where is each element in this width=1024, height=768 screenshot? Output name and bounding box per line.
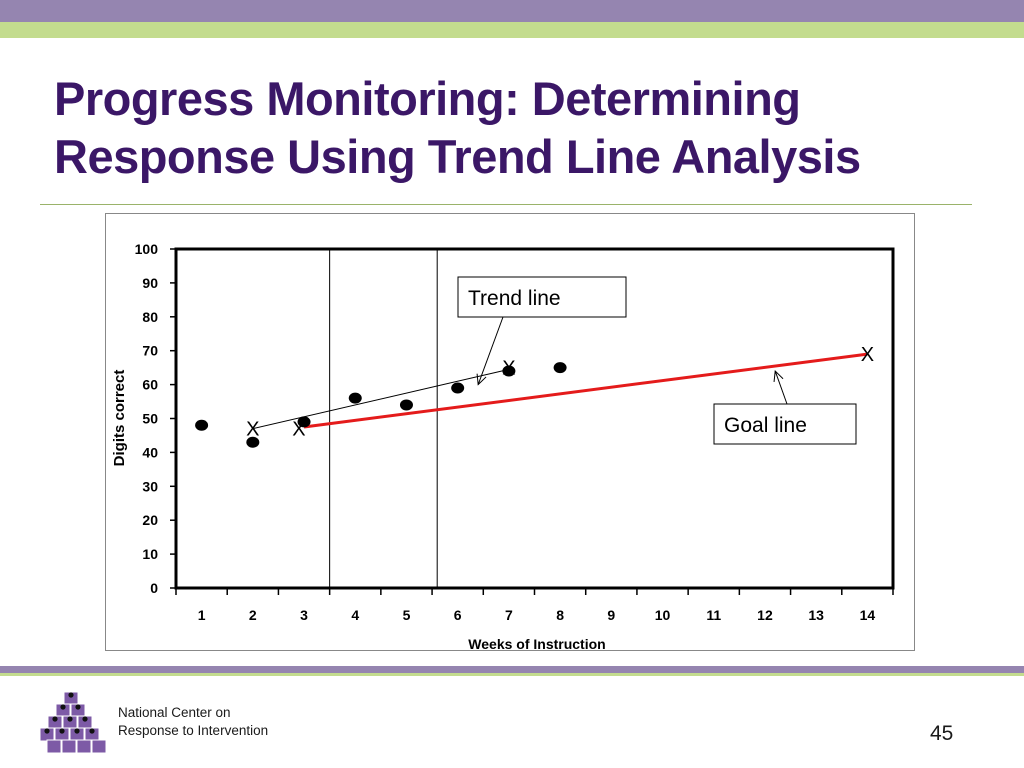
annotation-box [713, 403, 857, 445]
annotation-arrow [774, 370, 788, 405]
y-tick-label: 40 [142, 444, 158, 460]
x-tick-label: 2 [249, 607, 257, 623]
x-tick-label: 1 [198, 607, 206, 623]
y-tick-label: 0 [150, 580, 158, 596]
trend-line [252, 368, 510, 430]
slide-title: Progress Monitoring: Determining Respons… [54, 72, 861, 183]
goal-line [303, 352, 868, 429]
y-tick-label: 10 [142, 546, 158, 562]
x-tick-label: 5 [403, 607, 411, 623]
x-tick-label: 4 [351, 607, 359, 623]
annotation-box [457, 276, 627, 318]
annotation-callout: Goal line [713, 369, 857, 445]
annotation-callout: Trend line [457, 276, 627, 386]
annotation-arrowhead [773, 369, 784, 383]
data-point [297, 416, 311, 428]
x-tick-label: 14 [860, 607, 876, 623]
page-number: 45 [930, 722, 954, 745]
x-marker: X [861, 344, 874, 366]
top-accent-stripe [0, 22, 1024, 38]
y-tick-label: 70 [142, 343, 158, 359]
data-point [348, 392, 362, 404]
bottom-accent-bar [0, 666, 1024, 673]
org-line-1: National Center on [118, 705, 231, 720]
x-axis-label: Weeks of Instruction [468, 636, 605, 650]
org-line-2: Response to Intervention [118, 723, 269, 738]
x-tick-label: 6 [454, 607, 462, 623]
x-tick-label: 11 [706, 607, 721, 623]
x-tick-label: 10 [655, 607, 671, 623]
x-tick-label: 12 [757, 607, 773, 623]
x-tick-label: 8 [556, 607, 564, 623]
annotation-label: Trend line [468, 287, 561, 310]
y-tick-label: 100 [135, 241, 159, 257]
y-tick-label: 30 [142, 478, 158, 494]
x-tick-label: 7 [505, 607, 513, 623]
x-marker: X [502, 358, 515, 380]
data-point [399, 399, 413, 411]
y-tick-label: 60 [142, 377, 158, 393]
y-tick-label: 80 [142, 309, 158, 325]
x-tick-label: 13 [808, 607, 824, 623]
top-accent-bar [0, 0, 1024, 22]
data-point [451, 382, 465, 394]
annotation-label: Goal line [724, 414, 807, 437]
y-tick-label: 20 [142, 512, 158, 528]
title-divider [40, 204, 972, 205]
y-tick-label: 90 [142, 275, 158, 291]
x-marker: X [246, 419, 259, 441]
bottom-accent-stripe [0, 673, 1024, 676]
x-tick-label: 3 [300, 607, 308, 623]
organization-name: National Center on Response to Intervent… [118, 704, 268, 740]
annotation-arrow [477, 316, 504, 385]
data-point [195, 419, 209, 431]
data-point [246, 436, 260, 448]
nccrti-logo-icon [39, 691, 107, 754]
y-axis-label: Digits correct [111, 370, 128, 467]
data-point [502, 365, 516, 377]
x-tick-label: 9 [607, 607, 615, 623]
y-tick-label: 50 [142, 411, 158, 427]
annotation-arrowhead [476, 373, 487, 386]
x-marker: X [292, 419, 305, 441]
data-point [553, 362, 567, 374]
